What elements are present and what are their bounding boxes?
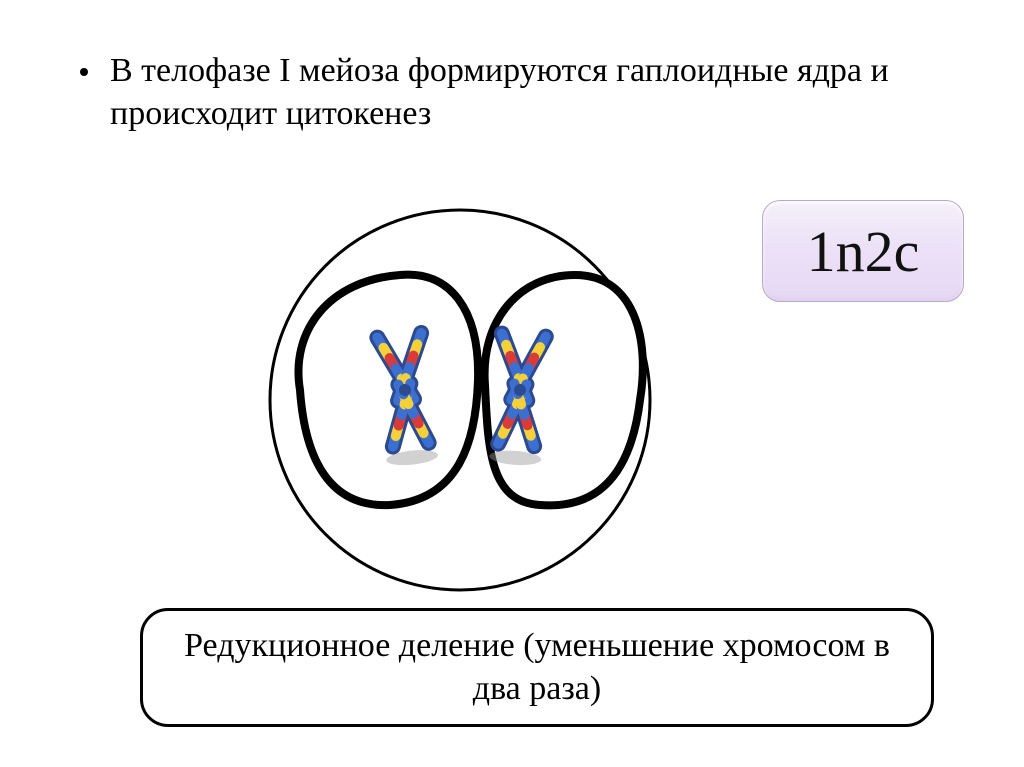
ploidy-badge: 1n2с — [762, 200, 964, 302]
bullet-dot-icon — [80, 68, 88, 76]
bullet-item: В телофазе I мейоза формируются гаплоидн… — [80, 50, 964, 135]
bullet-text: В телофазе I мейоза формируются гаплоидн… — [110, 50, 930, 135]
ploidy-label: 1n2с — [807, 218, 920, 285]
cell-diagram-svg — [240, 190, 680, 610]
cell-diagram — [240, 190, 680, 610]
caption-box: Редукционное деление (уменьшение хромосо… — [140, 608, 934, 727]
slide: В телофазе I мейоза формируются гаплоидн… — [0, 0, 1024, 767]
caption-text: Редукционное деление (уменьшение хромосо… — [184, 627, 890, 707]
